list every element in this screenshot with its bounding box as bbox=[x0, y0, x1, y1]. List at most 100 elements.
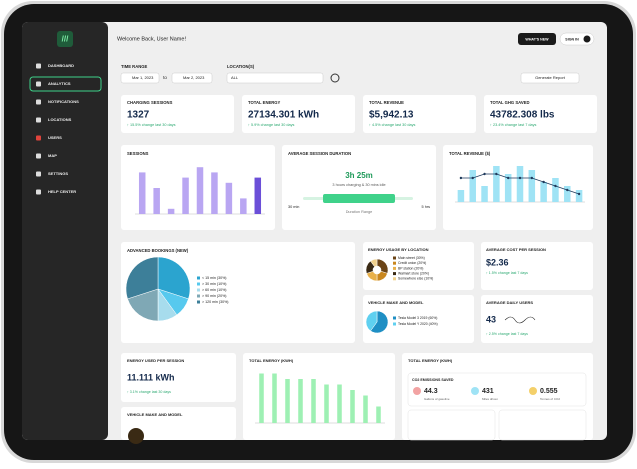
bar bbox=[528, 170, 536, 202]
duration-detail: 3 hours charging & 30 mins idle bbox=[332, 183, 385, 187]
nav-icon bbox=[36, 99, 41, 105]
card-change: ↑ 2.5% change last 7 days bbox=[486, 332, 528, 336]
legend-swatch bbox=[393, 261, 396, 265]
card bbox=[481, 295, 593, 343]
panel-section bbox=[498, 409, 587, 441]
kpi-title: CHARGING SESSIONS bbox=[127, 100, 173, 105]
legend-swatch bbox=[393, 277, 396, 281]
nav-item[interactable]: LOCATIONS bbox=[48, 117, 72, 122]
legend-swatch bbox=[197, 288, 200, 292]
stat-value: 431 bbox=[482, 388, 494, 395]
stat-icon bbox=[413, 387, 421, 395]
kpi-change: ↑ 5.9% change last 30 days bbox=[248, 123, 295, 127]
card-title: VEHICLE MAKE AND MODEL bbox=[368, 300, 424, 305]
legend-swatch bbox=[197, 294, 200, 298]
kpi-title: TOTAL REVENUE bbox=[369, 100, 404, 105]
legend-item: > 120 min (30%) bbox=[202, 300, 228, 304]
card-value: 43 bbox=[486, 314, 496, 324]
stat-value: 0.555 bbox=[540, 388, 558, 395]
panel-section bbox=[407, 409, 496, 441]
duration-value: 3h 25m bbox=[345, 171, 373, 180]
legend-swatch bbox=[393, 256, 396, 260]
card bbox=[363, 242, 474, 290]
kpi-change: ↑ 23.4% change last 7 days bbox=[490, 123, 537, 127]
revenue-point bbox=[554, 184, 557, 188]
nav-selected[interactable] bbox=[29, 76, 102, 92]
revenue-point bbox=[495, 172, 498, 176]
bar bbox=[457, 190, 465, 202]
nav-icon bbox=[36, 81, 41, 87]
card-title: ENERGY USED PER SESSION bbox=[127, 358, 184, 363]
card-title: ADVANCED BOOKINGS (NEW) bbox=[127, 248, 189, 253]
date-text: Mar 2, 2023 bbox=[183, 75, 205, 80]
stat-label: Miles driven bbox=[482, 397, 498, 401]
date-input[interactable] bbox=[171, 72, 213, 84]
legend-swatch bbox=[197, 276, 200, 280]
card-title: TOTAL REVENUE ($) bbox=[449, 151, 491, 156]
nav-item[interactable]: SETTINGS bbox=[48, 171, 68, 176]
bar bbox=[552, 178, 559, 202]
legend-item: > 90 min (20%) bbox=[202, 294, 226, 298]
card bbox=[282, 145, 436, 230]
bar bbox=[196, 167, 204, 214]
sparkline bbox=[504, 316, 536, 324]
nav-item[interactable]: DASHBOARD bbox=[48, 63, 74, 68]
location-text: ALL bbox=[231, 75, 239, 80]
card bbox=[481, 242, 593, 290]
revenue-point bbox=[483, 172, 486, 176]
revenue-point bbox=[530, 176, 534, 180]
nav-item[interactable]: ANALYTICS bbox=[48, 81, 71, 86]
nav-item[interactable]: MAP bbox=[48, 153, 57, 158]
to-text: to bbox=[163, 75, 167, 80]
report-select[interactable] bbox=[520, 72, 580, 84]
nav-icon bbox=[36, 135, 41, 141]
filter-label: TIME RANGE bbox=[121, 64, 147, 69]
date-input[interactable] bbox=[120, 72, 160, 84]
location-select[interactable] bbox=[226, 72, 324, 84]
bar bbox=[298, 379, 303, 423]
bar bbox=[285, 379, 290, 423]
nav-item[interactable]: USERS bbox=[48, 135, 62, 140]
pie-partial bbox=[128, 428, 144, 444]
bar bbox=[564, 186, 571, 202]
card-title: ENERGY USAGE BY LOCATION bbox=[368, 247, 429, 252]
date-text: Mar 1, 2023 bbox=[132, 75, 154, 80]
legend-item: BP station (20%) bbox=[398, 266, 423, 270]
card-change: ↑ 3.1% change last 30 days bbox=[127, 390, 171, 394]
slice bbox=[125, 256, 159, 300]
nav-item[interactable]: NOTIFICATIONS bbox=[48, 99, 79, 104]
revenue-point bbox=[577, 192, 581, 196]
nav-item[interactable]: HELP CENTER bbox=[48, 189, 76, 194]
card bbox=[121, 353, 236, 402]
bar bbox=[337, 384, 342, 423]
nav-icon bbox=[36, 63, 41, 69]
revenue-point bbox=[542, 180, 545, 184]
filter-label: LOCATION(S) bbox=[227, 64, 255, 69]
duration-max: 5 hrs bbox=[422, 205, 431, 209]
kpi-card bbox=[242, 95, 355, 133]
bar bbox=[254, 177, 262, 214]
card bbox=[121, 407, 236, 440]
slice bbox=[365, 310, 378, 332]
legend-swatch bbox=[393, 266, 396, 270]
stat-label: Tonnes of CO2 bbox=[540, 397, 560, 401]
bar bbox=[138, 172, 146, 214]
whats-new-text: WHAT'S NEW bbox=[525, 37, 549, 41]
bar bbox=[311, 379, 316, 423]
kpi-title: TOTAL GHG SAVED bbox=[490, 100, 529, 105]
kpi-change: ↑ 15.5% change last 30 days bbox=[127, 123, 176, 127]
whats-new-button[interactable] bbox=[518, 33, 556, 45]
kpi-value: 27134.301 kWh bbox=[248, 110, 319, 121]
bar bbox=[575, 190, 583, 202]
welcome: Welcome Back, User Name! bbox=[117, 36, 186, 42]
legend-item: Main street (30%) bbox=[398, 256, 425, 260]
legend-item: > 30 min (10%) bbox=[202, 282, 226, 286]
bar bbox=[493, 166, 500, 202]
refresh-button[interactable] bbox=[330, 73, 340, 83]
bar bbox=[469, 170, 476, 202]
bar bbox=[240, 198, 247, 214]
legend-item: Somewhere else (10%) bbox=[398, 277, 433, 281]
bar bbox=[182, 177, 189, 214]
bar bbox=[225, 182, 233, 214]
kpi-value: 43782.308 lbs bbox=[490, 110, 555, 121]
